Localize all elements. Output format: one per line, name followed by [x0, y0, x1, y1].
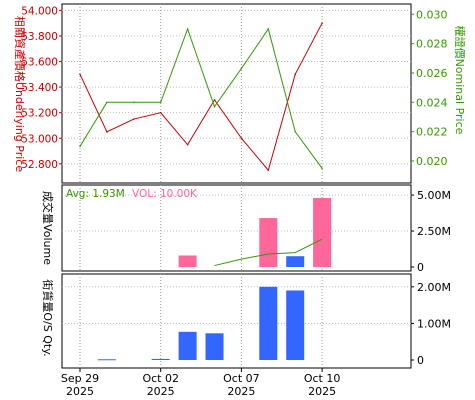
left-tick-label: 52.800	[21, 159, 58, 171]
x-tick-label: Oct 07	[223, 372, 260, 385]
vol-tick-label: 5.00M	[417, 189, 451, 202]
right-tick-label: 0.026	[416, 67, 448, 80]
legend-avg: Avg: 1.93M	[66, 188, 125, 200]
legend-vol: VOL: 10.00K	[132, 188, 198, 200]
series-point-left	[213, 99, 216, 101]
series-point-left	[133, 118, 135, 120]
left-tick-label: 53.200	[21, 108, 58, 120]
os-bar	[151, 358, 170, 360]
panel-frame-vol	[61, 184, 412, 272]
os-bar	[97, 359, 116, 361]
avg-line	[214, 238, 323, 267]
os-bar	[205, 333, 224, 360]
series-point-left	[294, 73, 297, 76]
left-axis-title: 相關資產價格Underlying Price	[13, 16, 27, 172]
series-point-right	[213, 105, 216, 108]
left-tick-label: 53.600	[21, 57, 58, 69]
series-point-right	[240, 67, 243, 70]
x-tick-year: 2025	[66, 385, 94, 398]
series-point-left	[186, 143, 189, 146]
series-point-right	[106, 101, 108, 104]
vol-bar	[286, 256, 305, 267]
x-tick-year: 2025	[308, 385, 336, 398]
vol-axis-title: 成交量Volume	[41, 191, 55, 265]
left-tick-label: 53.800	[21, 31, 58, 43]
series-point-left	[159, 111, 162, 114]
right-axis-title: 權證價Nominal Price	[453, 26, 467, 135]
series-point-left	[321, 22, 323, 24]
series-point-right	[79, 145, 81, 148]
x-tick-year: 2025	[227, 385, 255, 398]
vol-bar	[313, 197, 332, 267]
vol-tick-label: 0	[417, 261, 424, 274]
series-line-right	[79, 27, 323, 169]
os-tick-label: 0	[417, 354, 424, 367]
panel-frame-price	[61, 3, 412, 184]
vol-bar	[178, 255, 197, 267]
right-tick-label: 0.030	[416, 8, 448, 21]
series-point-right	[186, 28, 189, 30]
series-point-right	[159, 101, 162, 104]
series-point-right	[133, 101, 135, 104]
x-tick-label: Oct 10	[304, 372, 341, 385]
left-tick-label: 54.000	[21, 5, 58, 17]
right-tick-label: 0.024	[416, 96, 448, 109]
right-tick-label: 0.022	[416, 126, 448, 139]
x-tick-label: Oct 02	[142, 372, 179, 385]
right-tick-label: 0.028	[416, 38, 448, 51]
series-point-left	[106, 131, 108, 133]
right-tick-label: 0.020	[416, 155, 448, 168]
os-bar	[286, 290, 305, 360]
os-bar	[259, 286, 278, 360]
os-axis-title: 街貨量O/S Qty.	[41, 279, 55, 356]
left-tick-label: 53.000	[21, 133, 58, 145]
vol-bar	[259, 218, 278, 267]
os-tick-label: 1.00M	[417, 317, 451, 330]
panel-frame-os	[61, 273, 412, 369]
left-tick-label: 53.400	[21, 82, 58, 94]
series-point-right	[294, 130, 297, 133]
x-tick-label: Sep 29	[61, 372, 99, 385]
x-tick-year: 2025	[147, 385, 175, 398]
series-point-right	[267, 28, 270, 30]
series-point-left	[267, 169, 270, 172]
os-tick-label: 2.00M	[417, 281, 451, 294]
vol-tick-label: 2.50M	[417, 225, 451, 238]
series-point-left	[79, 73, 81, 76]
series-point-right	[321, 167, 323, 170]
series-line-left	[79, 22, 323, 172]
series-point-left	[240, 137, 243, 140]
os-bar	[178, 331, 197, 360]
